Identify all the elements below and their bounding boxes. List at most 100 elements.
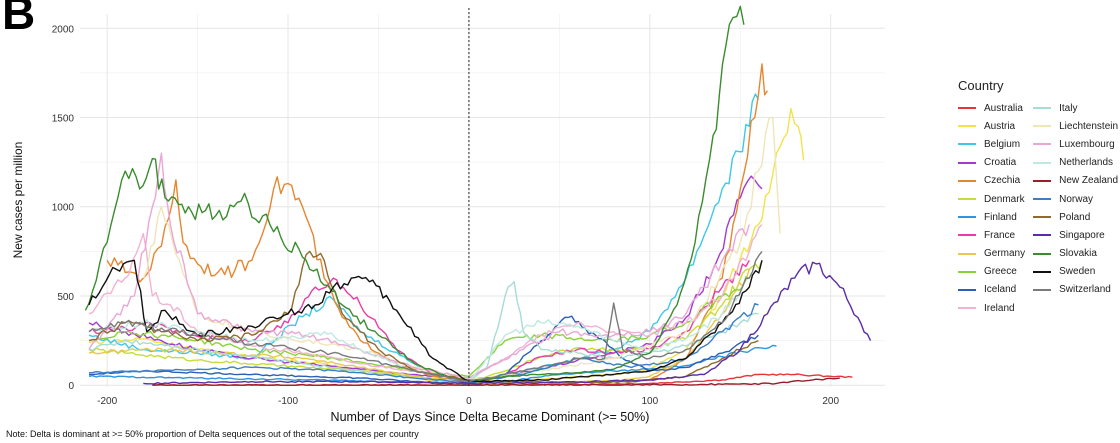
- legend-label: Belgium: [984, 138, 1021, 150]
- legend-swatch: [1033, 125, 1052, 128]
- legend-item-iceland: Iceland: [958, 281, 1025, 299]
- footnote: Note: Delta is dominant at >= 50% propor…: [6, 429, 419, 439]
- legend-swatch: [958, 216, 976, 219]
- legend-item-finland: Finland: [958, 208, 1025, 226]
- series-layer: [84, 5, 872, 386]
- legend-label: Netherlands: [1059, 157, 1114, 169]
- legend-columns: Australia Austria Belgium Croatia Czechia Den…: [958, 99, 1118, 317]
- y-tick-label: 2000: [52, 24, 75, 35]
- panel-letter: B: [2, 0, 36, 39]
- legend-item-netherlands: Netherlands: [1033, 154, 1118, 172]
- y-axis-label: New cases per million: [11, 142, 25, 259]
- legend-swatch: [1033, 161, 1052, 164]
- legend-label: Australia: [984, 102, 1023, 114]
- legend-swatch: [958, 252, 976, 255]
- legend-label: Croatia: [984, 157, 1017, 169]
- legend-label: Norway: [1059, 193, 1094, 205]
- legend-label: France: [984, 229, 1016, 241]
- legend-item-poland: Poland: [1033, 208, 1118, 226]
- legend-label: Czechia: [984, 175, 1021, 187]
- legend-label: Liechtenstein: [1059, 120, 1119, 132]
- legend-swatch: [1033, 179, 1052, 182]
- legend-title: Country: [958, 78, 1004, 93]
- x-tick-label: -100: [278, 396, 298, 407]
- legend-item-greece: Greece: [958, 263, 1025, 281]
- legend-item-croatia: Croatia: [958, 154, 1025, 172]
- legend-label: Denmark: [984, 193, 1025, 205]
- series-line-new-zealand: [152, 377, 840, 386]
- legend-swatch: [958, 234, 976, 237]
- legend-item-norway: Norway: [1033, 190, 1118, 208]
- legend-column-1: Australia Austria Belgium Croatia Czechia Den…: [958, 99, 1025, 317]
- legend-label: Germany: [984, 248, 1026, 260]
- x-tick-label: 200: [822, 396, 839, 407]
- legend-item-singapore: Singapore: [1033, 226, 1118, 244]
- x-tick-label: 100: [641, 396, 658, 407]
- legend-swatch: [958, 198, 976, 201]
- legend-item-slovakia: Slovakia: [1033, 245, 1118, 263]
- legend-item-luxembourg: Luxembourg: [1033, 135, 1118, 153]
- x-axis-ticks: -200 -100 0 100 200: [97, 396, 839, 407]
- series-line-france: [88, 259, 750, 383]
- legend-label: Poland: [1059, 211, 1091, 223]
- legend: Country Australia Austria Belgium Croatia Cz…: [958, 78, 1118, 317]
- legend-item-ireland: Ireland: [958, 299, 1025, 317]
- legend-label: Switzerland: [1059, 284, 1111, 296]
- legend-swatch: [958, 307, 976, 310]
- legend-swatch: [1033, 198, 1052, 201]
- legend-item-liechtenstein: Liechtenstein: [1033, 117, 1118, 135]
- legend-item-sweden: Sweden: [1033, 263, 1118, 281]
- y-tick-label: 500: [57, 292, 74, 303]
- legend-swatch: [1033, 234, 1052, 237]
- legend-item-czechia: Czechia: [958, 172, 1025, 190]
- legend-swatch: [958, 288, 976, 291]
- legend-swatch: [958, 270, 976, 273]
- legend-swatch: [1033, 216, 1052, 219]
- legend-label: Slovakia: [1059, 248, 1097, 260]
- legend-swatch: [958, 107, 976, 110]
- x-tick-label: 0: [466, 396, 472, 407]
- legend-column-2: Italy Liechtenstein Luxembourg Netherlands N…: [1033, 99, 1118, 317]
- series-line-sweden: [88, 259, 763, 383]
- y-tick-label: 1500: [52, 114, 75, 125]
- legend-swatch: [1033, 107, 1052, 110]
- legend-swatch: [1033, 288, 1052, 291]
- legend-label: Ireland: [984, 302, 1015, 314]
- plot-background: [80, 14, 885, 387]
- x-axis-label: Number of Days Since Delta Became Domina…: [331, 410, 650, 424]
- legend-swatch: [1033, 252, 1052, 255]
- legend-item-france: France: [958, 226, 1025, 244]
- legend-label: New Zealand: [1059, 175, 1119, 187]
- series-line-luxembourg: [88, 152, 750, 379]
- legend-item-switzerland: Switzerland: [1033, 281, 1118, 299]
- legend-item-italy: Italy: [1033, 99, 1118, 117]
- legend-item-germany: Germany: [958, 245, 1025, 263]
- legend-item-denmark: Denmark: [958, 190, 1025, 208]
- legend-label: Singapore: [1059, 229, 1105, 241]
- legend-swatch: [1033, 270, 1052, 273]
- legend-label: Italy: [1059, 102, 1078, 114]
- legend-label: Sweden: [1059, 266, 1096, 278]
- y-tick-label: 0: [68, 381, 74, 392]
- legend-swatch: [958, 161, 976, 164]
- series-line-switzerland: [88, 250, 763, 383]
- legend-label: Luxembourg: [1059, 138, 1115, 150]
- series-line-czechia: [106, 63, 768, 385]
- legend-label: Austria: [984, 120, 1016, 132]
- legend-item-belgium: Belgium: [958, 135, 1025, 153]
- legend-swatch: [958, 179, 976, 182]
- legend-swatch: [958, 125, 976, 128]
- series-line-singapore: [143, 261, 872, 385]
- y-axis-ticks: 0 500 1000 1500 2000: [52, 24, 75, 392]
- series-line-slovakia: [84, 5, 745, 383]
- legend-label: Finland: [984, 211, 1017, 223]
- legend-item-new-zealand: New Zealand: [1033, 172, 1118, 190]
- legend-item-austria: Austria: [958, 117, 1025, 135]
- line-chart: -200 -100 0 100 200 0 500 1000 1500 2000 Number …: [11, 5, 885, 424]
- legend-label: Greece: [984, 266, 1017, 278]
- legend-label: Iceland: [984, 284, 1017, 296]
- series-line-norway: [88, 303, 759, 384]
- legend-item-australia: Australia: [958, 99, 1025, 117]
- x-tick-label: -200: [97, 396, 117, 407]
- legend-swatch: [1033, 143, 1052, 146]
